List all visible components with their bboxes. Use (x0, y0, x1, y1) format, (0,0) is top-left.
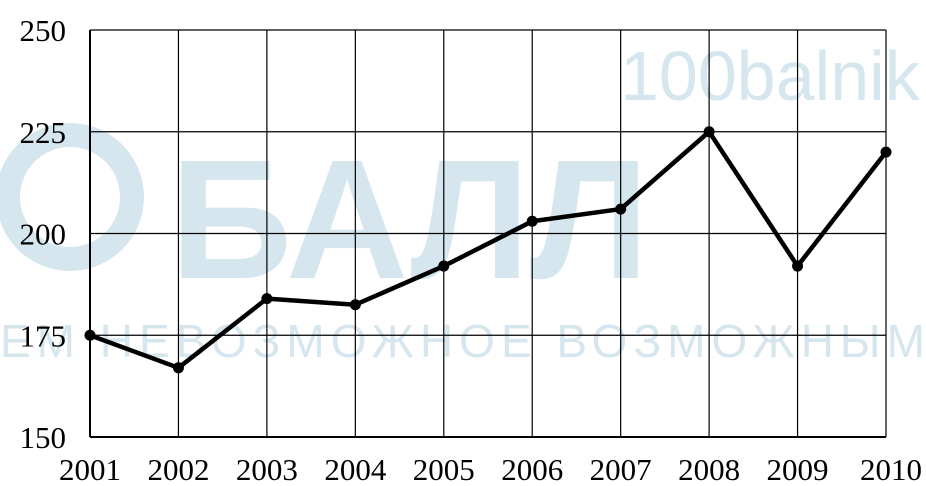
watermark-slogan: ЕМ НЕВОЗМОЖНОЕ ВОЗМОЖНЫМ (0, 315, 926, 367)
y-axis-labels: 150 175 200 225 250 (20, 13, 67, 455)
data-point (615, 203, 627, 215)
x-tick-label: 2006 (501, 452, 563, 486)
y-tick-label: 200 (20, 217, 67, 252)
data-point (172, 362, 184, 374)
x-tick-label: 2008 (678, 452, 740, 486)
y-tick-label: 225 (20, 115, 67, 150)
series (84, 126, 892, 374)
x-axis-labels: 2001 2002 2003 2004 2005 2006 2007 2008 2009 2010 (59, 452, 922, 486)
data-point (438, 260, 450, 272)
y-tick-label: 250 (20, 13, 67, 48)
data-point (526, 215, 538, 227)
watermark-brand: БАЛЛ (170, 125, 649, 315)
series-line (87, 129, 889, 371)
x-tick-label: 2010 (860, 452, 922, 486)
y-tick-label: 150 (20, 420, 67, 455)
watermark-logo-ring (0, 123, 144, 271)
data-point (349, 299, 361, 311)
x-tick-label: 2001 (59, 452, 121, 486)
x-tick-label: 2003 (236, 452, 298, 486)
watermark-domain: 100balnik (620, 37, 921, 115)
data-point (880, 146, 892, 158)
data-point (703, 126, 715, 138)
data-point (84, 329, 96, 341)
data-point (792, 260, 804, 272)
data-point (261, 293, 273, 305)
x-tick-label: 2007 (590, 452, 652, 486)
y-tick-label: 175 (20, 318, 67, 353)
x-tick-label: 2004 (324, 452, 387, 486)
x-tick-label: 2009 (767, 452, 829, 486)
watermark: 100balnik БАЛЛ ЕМ НЕВОЗМОЖНОЕ ВОЗМОЖНЫМ (0, 37, 926, 367)
x-tick-label: 2002 (147, 452, 209, 486)
x-tick-label: 2005 (413, 452, 475, 486)
